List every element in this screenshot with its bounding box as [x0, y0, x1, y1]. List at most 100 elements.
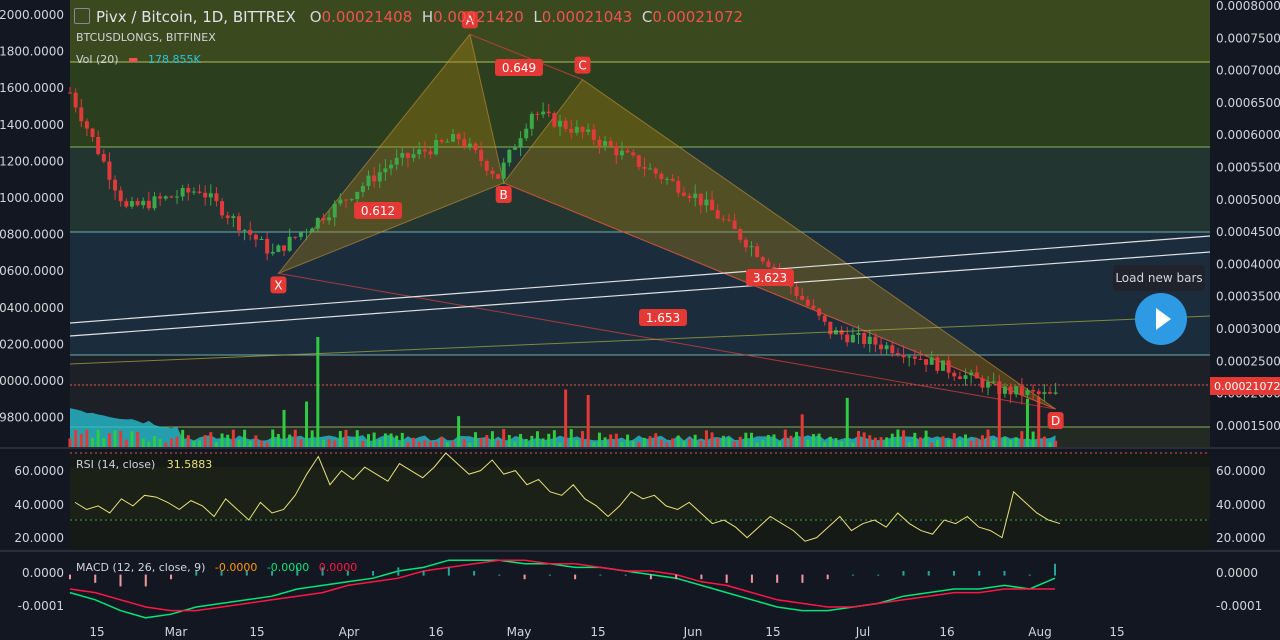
volume-bar — [85, 429, 89, 447]
left-axis-tick: 31000.0000 — [0, 191, 64, 205]
candle-body — [1002, 386, 1007, 394]
ratio-label: 1.653 — [646, 311, 680, 325]
volume-bar — [333, 440, 337, 447]
macd-histogram-bar — [397, 567, 400, 576]
volume-bar — [68, 438, 72, 447]
candle-body — [304, 231, 309, 233]
candle-body — [141, 200, 146, 206]
left-axis-tick: 32000.0000 — [0, 8, 64, 22]
volume-legend[interactable]: Vol (20) ▬ 178.855K — [76, 53, 201, 66]
volume-bar — [282, 409, 286, 447]
candle-body — [1042, 392, 1047, 394]
candle-body — [850, 334, 855, 343]
candle-body — [158, 196, 163, 199]
candle-body — [879, 344, 884, 350]
macd-histogram-bar — [624, 574, 627, 576]
volume-bar — [986, 429, 990, 447]
candle-body — [197, 191, 202, 193]
volume-bar — [316, 337, 320, 447]
candle-body — [1048, 392, 1052, 394]
last-price-value: 0.00021072 — [1214, 380, 1280, 393]
volume-bar — [569, 429, 573, 447]
candle-body — [839, 330, 844, 335]
candle-body — [90, 128, 95, 137]
overlay-symbol[interactable]: BTCUSDLONGS, BITFINEX — [76, 31, 216, 44]
candle-body — [338, 199, 343, 204]
series-toggle-icon[interactable] — [74, 8, 90, 24]
candle-body — [389, 164, 394, 169]
point-x-label: X — [274, 278, 282, 292]
candle-body — [766, 261, 771, 267]
rsi-value: 31.5883 — [166, 458, 213, 471]
macd-legend[interactable]: MACD (12, 26, close, 9) -0.0000 -0.0000 … — [76, 561, 357, 574]
candle-body — [704, 199, 709, 206]
point-d-label: D — [1051, 414, 1060, 428]
candle-body — [259, 238, 264, 240]
volume-bar — [733, 441, 737, 447]
macd-histogram-bar — [750, 574, 753, 583]
volume-bar — [147, 441, 151, 447]
candle-body — [1025, 389, 1030, 395]
macd-histogram-bar — [195, 571, 198, 576]
candle-body — [349, 199, 354, 201]
volume-bar — [941, 436, 945, 447]
volume-bar — [91, 437, 95, 447]
volume-bar — [952, 433, 956, 447]
macd-histogram-bar — [473, 571, 476, 576]
volume-bar — [457, 416, 461, 447]
candle-body — [890, 345, 895, 354]
volume-bar — [344, 429, 348, 447]
volume-bar — [671, 438, 675, 447]
volume-bar — [412, 437, 416, 447]
overlay-line-2 — [69, 251, 1211, 337]
play-button[interactable] — [1135, 293, 1187, 345]
left-axis-tick: 29800.0000 — [0, 411, 64, 425]
volume-bar — [507, 435, 511, 447]
volume-marker-icon: ▬ — [128, 53, 139, 66]
macd-histogram-bar — [220, 571, 223, 576]
macd-histogram-bar — [447, 567, 450, 576]
candle-body — [946, 360, 951, 373]
candle-body — [287, 236, 292, 251]
volume-bar — [1031, 431, 1035, 447]
candle-body — [236, 216, 241, 231]
volume-bar — [626, 434, 630, 447]
volume-bar — [631, 441, 635, 447]
macd-histogram-bar — [801, 574, 804, 583]
rsi-legend[interactable]: RSI (14, close) 31.5883 — [76, 458, 212, 471]
volume-bar — [857, 430, 861, 447]
volume-bar — [558, 442, 562, 447]
volume-bar — [271, 429, 275, 447]
volume-bar — [885, 437, 889, 447]
volume-bar — [490, 431, 494, 447]
volume-bar — [119, 430, 123, 447]
candle-body — [817, 308, 822, 316]
volume-bar — [276, 434, 280, 447]
left-axis-tick: 30800.0000 — [0, 228, 64, 242]
candle-body — [884, 345, 889, 350]
volume-bar — [237, 439, 241, 447]
volume-bar — [259, 440, 263, 447]
volume-bar — [1014, 437, 1018, 447]
play-icon — [1156, 308, 1171, 330]
volume-bar — [1025, 398, 1029, 447]
point-c-label: C — [578, 59, 586, 73]
candle-body — [980, 378, 985, 388]
volume-bar — [192, 440, 196, 447]
candle-body — [355, 191, 360, 200]
macd-histogram-bar — [94, 574, 97, 583]
volume-bar — [243, 429, 247, 447]
chart-header: Pivx / Bitcoin, 1D, BITTREX O0.00021408 H… — [74, 8, 743, 26]
macd-histogram-bar — [1003, 571, 1006, 576]
candle-body — [929, 357, 934, 365]
candle-body — [563, 120, 568, 129]
volume-value: 178.855K — [147, 53, 201, 66]
ratio-label-bg — [354, 202, 402, 219]
candle-body — [191, 191, 196, 193]
volume-bar — [828, 436, 832, 447]
load-new-bars-button[interactable]: Load new bars — [1113, 265, 1205, 291]
volume-bar — [445, 442, 449, 447]
candle-body — [439, 140, 444, 142]
